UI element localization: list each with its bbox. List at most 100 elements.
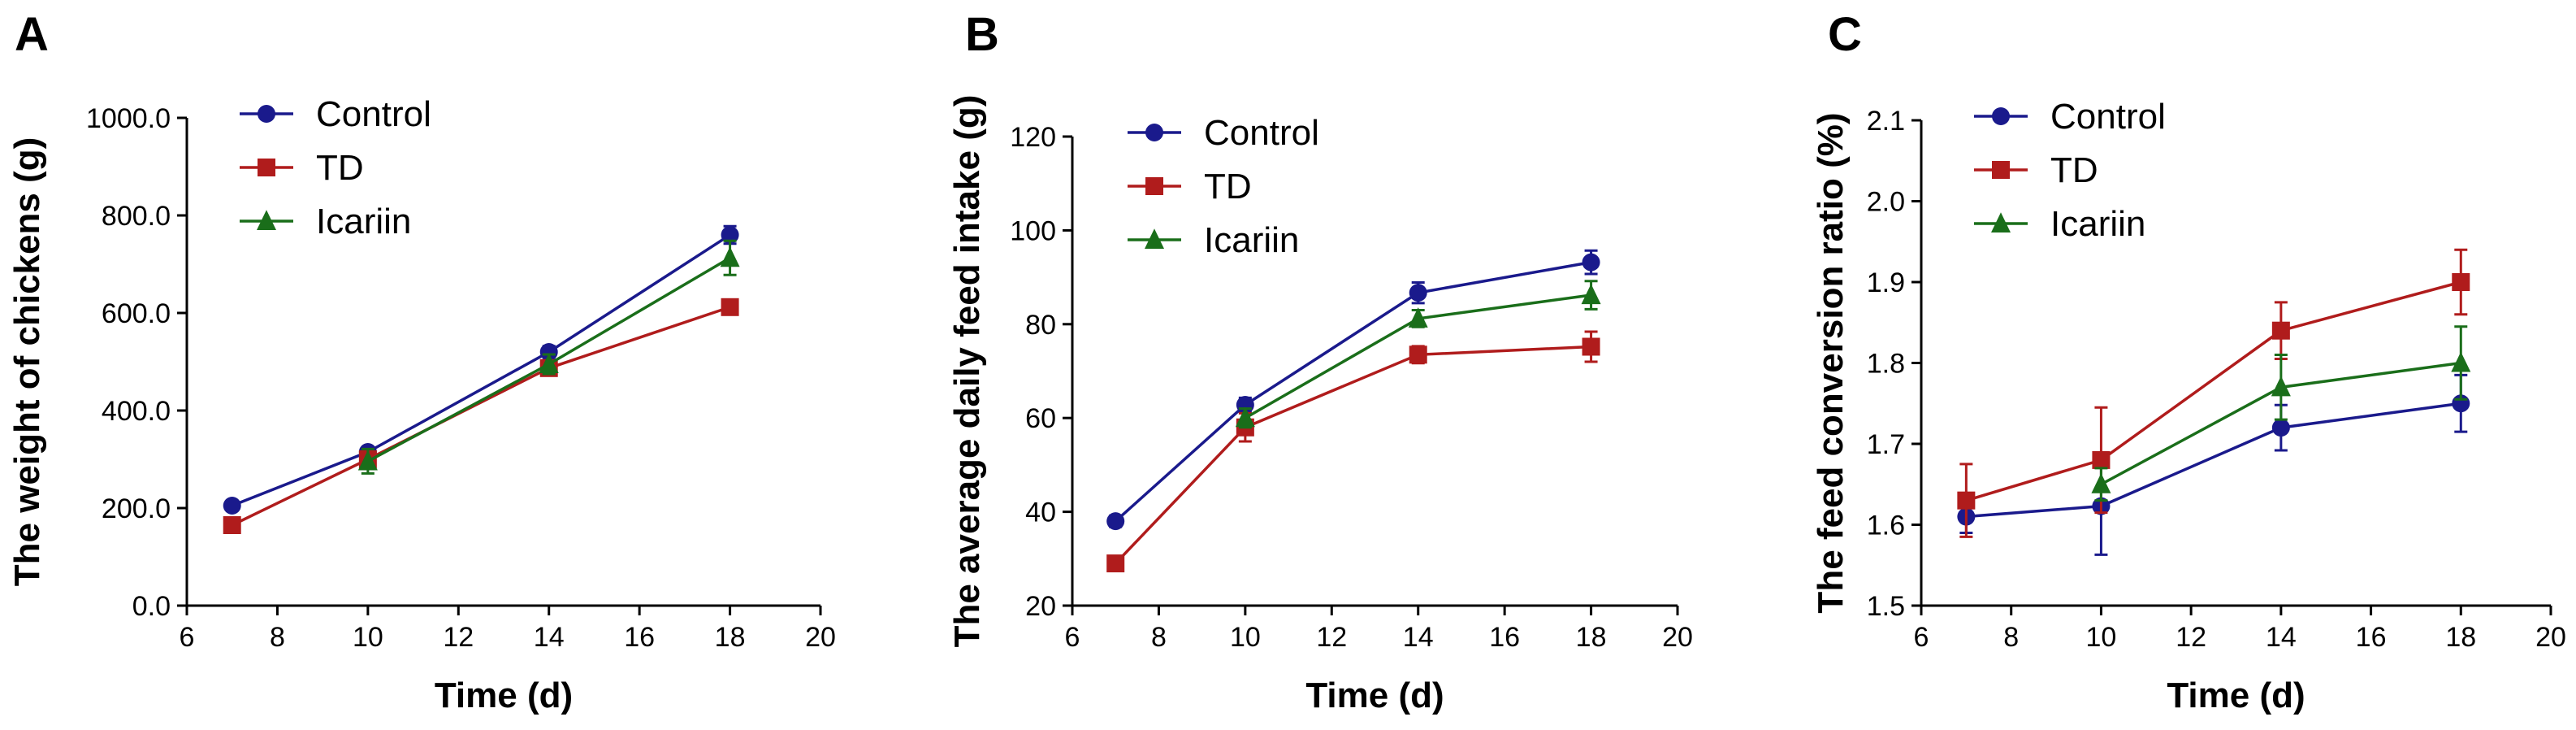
x-tick-label: 14: [2266, 622, 2297, 653]
legend: Control TD Icariin: [240, 94, 431, 241]
legend-marker: [258, 105, 275, 123]
y-tick-label: 40: [1025, 498, 1056, 528]
data-point: [2452, 273, 2470, 291]
y-tick-label: 1.5: [1867, 591, 1905, 622]
data-point: [1409, 345, 1427, 364]
data-point: [2271, 376, 2291, 397]
data-point: [2271, 321, 2290, 340]
x-axis-title: Time (d): [2167, 676, 2305, 715]
series-icariin: [357, 239, 740, 475]
series-td: [1106, 330, 1600, 573]
x-tick-label: 20: [1662, 622, 1693, 653]
y-axis-title: The feed conversion ratio (%): [1811, 112, 1851, 613]
data-point: [223, 497, 241, 515]
y-tick-label: 60: [1025, 403, 1056, 434]
series-control: [1957, 373, 2470, 556]
y-axis-title: The average daily feed intake (g): [947, 95, 987, 648]
y-tick-label: 2.1: [1867, 106, 1905, 137]
x-tick-label: 8: [270, 622, 285, 653]
legend-label: Icariin: [316, 202, 411, 241]
legend-label: TD: [2050, 150, 2098, 190]
x-tick-label: 6: [1065, 622, 1080, 653]
legend-item-control: Control: [1974, 97, 2166, 137]
series-icariin: [2091, 325, 2471, 502]
data-point: [539, 353, 559, 374]
data-point: [1957, 491, 1976, 510]
legend-marker: [1145, 124, 1163, 141]
data-point: [2271, 419, 2290, 437]
x-tick-label: 16: [2356, 622, 2387, 653]
y-tick-label: 1.9: [1867, 267, 1905, 298]
data-point: [2092, 450, 2111, 469]
data-point: [1582, 337, 1600, 356]
series-control: [1106, 249, 1600, 531]
series-line: [1114, 345, 1591, 565]
data-point: [1581, 284, 1601, 305]
legend-marker: [1992, 107, 2010, 125]
series-td: [1957, 248, 2470, 538]
x-tick-label: 10: [1230, 622, 1261, 653]
data-point: [1582, 253, 1600, 272]
x-tick-label: 10: [2086, 622, 2117, 653]
legend-label: Control: [316, 94, 431, 134]
data-point: [721, 298, 739, 316]
panel-letter: A: [15, 8, 49, 61]
legend-label: TD: [316, 148, 364, 188]
series-line: [1115, 260, 1591, 523]
chart-panel-c: C 6 8 10 12 14 16 18 20 1.5 1.6 1.7 1.8 1.9 2.0 2.1 Time…: [1811, 8, 2566, 715]
x-tick-label: 12: [2176, 622, 2206, 653]
x-tick-label: 8: [2003, 622, 2019, 653]
x-tick-label: 12: [443, 622, 474, 653]
data-point: [1106, 554, 1125, 573]
x-tick-label: 20: [805, 622, 836, 653]
series-line: [1965, 280, 2461, 502]
x-tick-label: 18: [1576, 622, 1607, 653]
legend-label: Control: [1204, 113, 1319, 153]
legend-label: TD: [1204, 167, 1252, 206]
chart-panel-b: B 6 8 10 12 14 16 18 20 20 40 60 80 100 120 Time (d) The…: [947, 8, 1693, 715]
x-tick-label: 18: [2445, 622, 2476, 653]
x-tick-label: 14: [534, 622, 565, 653]
data-point: [1235, 406, 1255, 428]
data-point: [1409, 284, 1427, 302]
y-tick-label: 1.6: [1867, 511, 1905, 541]
series-line: [1966, 402, 2461, 519]
y-tick-label: 1.8: [1867, 349, 1905, 380]
legend-label: Icariin: [2050, 204, 2145, 244]
y-tick-label: 2.0: [1867, 187, 1905, 218]
legend-marker: [257, 210, 276, 231]
legend-item-td: TD: [1974, 150, 2098, 190]
y-tick-label: 0.0: [132, 591, 171, 622]
x-tick-label: 16: [1489, 622, 1520, 653]
legend-item-control: Control: [240, 94, 431, 134]
x-tick-label: 20: [2535, 622, 2566, 653]
y-tick-label: 80: [1025, 310, 1056, 341]
legend-item-td: TD: [1128, 167, 1252, 206]
legend-marker: [258, 159, 275, 176]
data-point: [2091, 472, 2111, 493]
series-control: [223, 224, 739, 515]
y-tick-label: 20: [1025, 591, 1056, 622]
x-tick-label: 10: [353, 622, 383, 653]
legend-marker: [1145, 177, 1163, 195]
x-tick-label: 18: [715, 622, 746, 653]
legend-marker: [1992, 161, 2010, 179]
series-td: [223, 298, 739, 534]
y-tick-label: 100: [1010, 215, 1056, 246]
chart-panel-a: A6 8 10 12 14 16 18 200.0200.0400.0600.0800.010…: [7, 8, 836, 715]
legend-item-icariin: Icariin: [1128, 220, 1299, 260]
series-line: [232, 233, 731, 507]
legend-label: Icariin: [1204, 220, 1299, 260]
x-tick-label: 16: [624, 622, 655, 653]
data-point: [223, 516, 241, 534]
data-point: [1408, 307, 1428, 328]
x-tick-label: 6: [1914, 622, 1929, 653]
y-tick-label: 1000.0: [86, 103, 171, 134]
data-point: [2451, 351, 2471, 372]
y-axis-title: The weight of chickens (g): [7, 137, 47, 587]
data-point: [357, 450, 378, 471]
panel-letter: C: [1828, 8, 1862, 61]
y-tick-label: 120: [1010, 122, 1056, 153]
y-tick-label: 600.0: [102, 298, 171, 329]
